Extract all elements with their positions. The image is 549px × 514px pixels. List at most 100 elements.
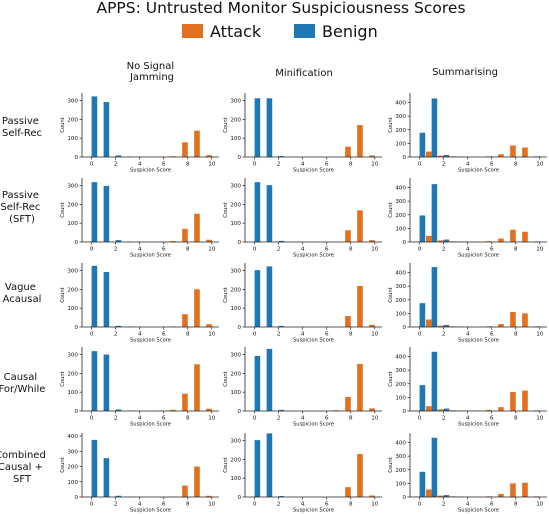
y-tick-label: 100 bbox=[230, 306, 241, 312]
legend: Attack Benign bbox=[182, 22, 378, 41]
bar-benign bbox=[443, 408, 450, 411]
bar-attack bbox=[426, 151, 432, 157]
x-tick-label: 2 bbox=[277, 332, 281, 338]
bar-benign bbox=[419, 385, 426, 411]
bar-attack bbox=[510, 483, 516, 497]
legend-label-attack: Attack bbox=[210, 22, 262, 41]
row-label-line: Combined bbox=[0, 450, 46, 461]
y-tick-label: 300 bbox=[230, 184, 241, 190]
y-tick-label: 200 bbox=[395, 468, 406, 474]
row-label-passive-self-rec: Passive Self-Rec bbox=[2, 116, 42, 139]
y-axis-label: Count bbox=[223, 371, 229, 386]
bar-benign bbox=[266, 266, 273, 327]
bar-benign bbox=[266, 433, 273, 497]
bar-attack bbox=[498, 238, 504, 242]
y-tick-label: 200 bbox=[395, 213, 406, 219]
y-tick-label: 200 bbox=[67, 465, 78, 471]
legend-swatch-benign bbox=[294, 24, 315, 38]
bar-attack bbox=[522, 482, 528, 497]
bar-attack bbox=[369, 495, 375, 497]
bar-attack bbox=[498, 494, 504, 497]
bar-attack bbox=[206, 155, 212, 157]
legend-label-benign: Benign bbox=[322, 22, 378, 41]
row-label-line: Self-Rec bbox=[0, 202, 40, 213]
x-tick-label: 8 bbox=[186, 162, 190, 168]
bar-attack bbox=[206, 239, 212, 242]
y-axis-label: Count bbox=[60, 287, 66, 302]
bar-benign bbox=[443, 239, 450, 242]
x-tick-label: 4 bbox=[466, 332, 470, 338]
x-axis-label: Suspicion Score bbox=[130, 338, 171, 344]
y-tick-label: 0 bbox=[402, 325, 406, 331]
x-tick-label: 10 bbox=[536, 247, 544, 253]
y-tick-label: 300 bbox=[230, 353, 241, 359]
bar-benign bbox=[103, 272, 110, 327]
y-tick-label: 0 bbox=[237, 155, 241, 161]
y-tick-label: 100 bbox=[67, 136, 78, 142]
bar-attack bbox=[438, 240, 444, 242]
y-tick-label: 300 bbox=[67, 449, 78, 455]
y-tick-label: 0 bbox=[74, 240, 78, 246]
y-tick-label: 100 bbox=[230, 476, 241, 482]
row-label-line: SFT bbox=[13, 474, 32, 485]
y-tick-label: 300 bbox=[395, 284, 406, 290]
x-tick-label: 8 bbox=[349, 502, 353, 508]
y-tick-label: 300 bbox=[230, 439, 241, 445]
x-tick-label: 10 bbox=[208, 332, 216, 338]
bar-attack bbox=[438, 409, 444, 411]
bar-attack bbox=[510, 229, 516, 242]
x-tick-label: 4 bbox=[466, 502, 470, 508]
y-tick-label: 200 bbox=[230, 202, 241, 208]
y-tick-label: 0 bbox=[237, 240, 241, 246]
bar-benign bbox=[431, 437, 438, 497]
x-tick-label: 4 bbox=[466, 416, 470, 422]
x-tick-label: 2 bbox=[442, 416, 446, 422]
bar-benign bbox=[443, 154, 450, 157]
bar-attack bbox=[206, 324, 212, 327]
x-axis-label: Suspicion Score bbox=[458, 168, 499, 174]
x-tick-label: 0 bbox=[418, 332, 422, 338]
row-label-line: Passive bbox=[2, 116, 39, 127]
x-tick-label: 6 bbox=[490, 332, 494, 338]
y-tick-label: 200 bbox=[230, 457, 241, 463]
x-tick-label: 10 bbox=[536, 416, 544, 422]
y-tick-label: 200 bbox=[395, 128, 406, 134]
bar-attack bbox=[522, 147, 528, 157]
x-tick-label: 8 bbox=[514, 332, 518, 338]
bar-attack bbox=[510, 391, 516, 411]
x-tick-label: 4 bbox=[466, 162, 470, 168]
y-tick-label: 100 bbox=[67, 480, 78, 486]
x-tick-label: 8 bbox=[349, 332, 353, 338]
y-tick-label: 100 bbox=[67, 221, 78, 227]
x-tick-label: 6 bbox=[162, 416, 166, 422]
x-tick-label: 10 bbox=[536, 502, 544, 508]
bar-benign bbox=[431, 351, 438, 411]
bar-benign bbox=[431, 98, 438, 157]
bar-attack bbox=[369, 324, 375, 327]
x-tick-label: 10 bbox=[371, 162, 379, 168]
y-tick-label: 400 bbox=[395, 186, 406, 192]
x-tick-label: 10 bbox=[536, 332, 544, 338]
y-tick-label: 0 bbox=[402, 409, 406, 415]
x-tick-label: 8 bbox=[349, 416, 353, 422]
bar-benign bbox=[278, 496, 285, 497]
bar-attack bbox=[522, 231, 528, 242]
x-tick-label: 8 bbox=[514, 502, 518, 508]
x-axis-label: Suspicion Score bbox=[458, 338, 499, 344]
x-tick-label: 6 bbox=[490, 162, 494, 168]
bar-attack bbox=[182, 314, 188, 327]
bar-attack bbox=[345, 396, 351, 411]
bar-attack bbox=[498, 154, 504, 157]
bar-benign bbox=[103, 458, 110, 497]
y-tick-label: 0 bbox=[74, 495, 78, 501]
bar-attack bbox=[369, 155, 375, 157]
bar-benign bbox=[91, 351, 98, 411]
x-tick-label: 6 bbox=[162, 332, 166, 338]
bar-benign bbox=[103, 185, 110, 242]
y-axis-label: Count bbox=[223, 287, 229, 302]
x-tick-label: 2 bbox=[114, 247, 118, 253]
x-tick-label: 4 bbox=[301, 416, 305, 422]
